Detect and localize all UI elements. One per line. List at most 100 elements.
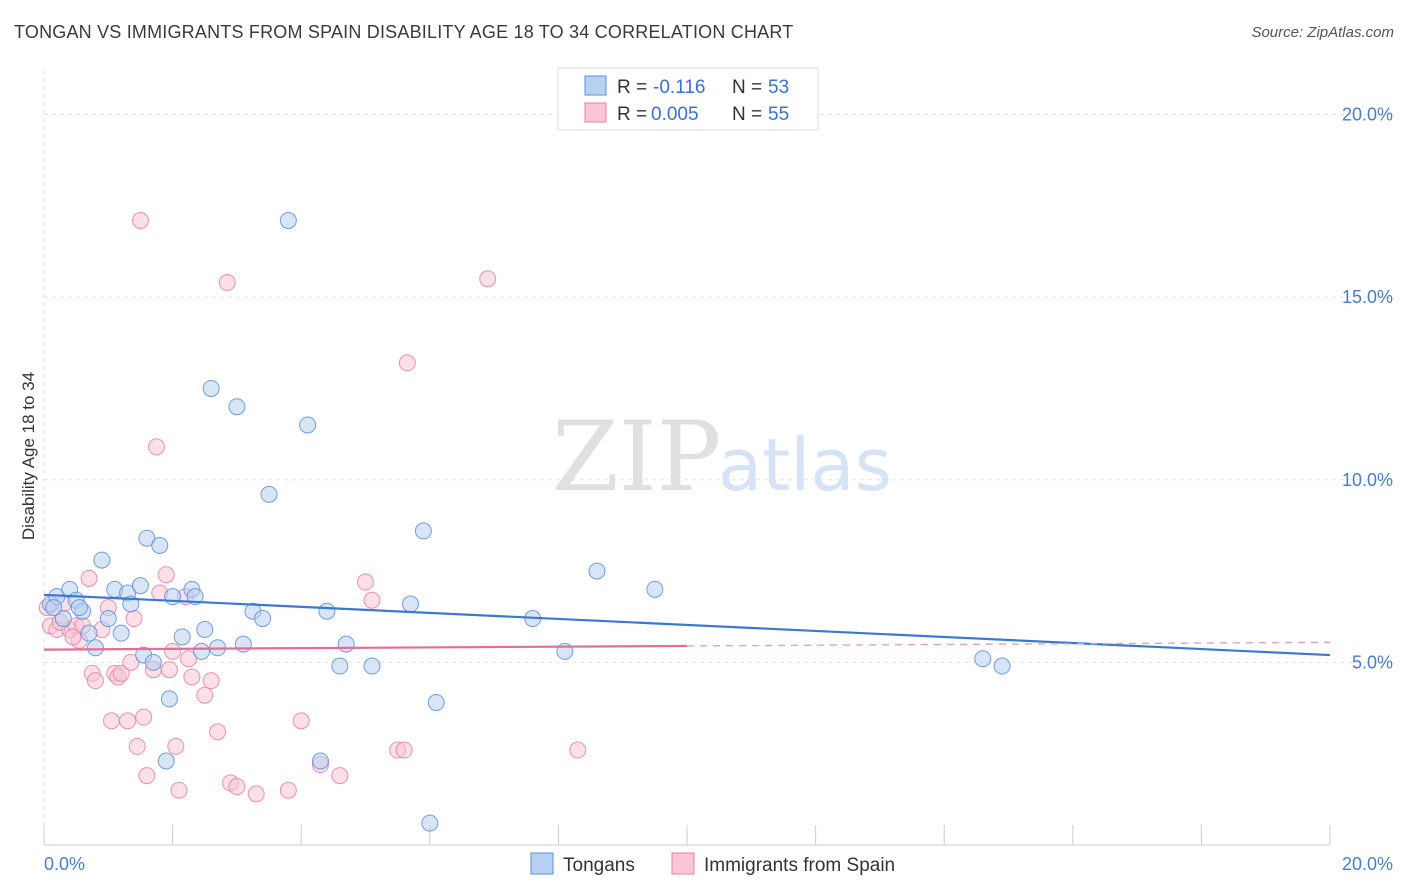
- tongan-point-51: [45, 599, 63, 617]
- chart-source: Source: ZipAtlas.com: [1251, 24, 1394, 41]
- tongan-point-24: [193, 642, 211, 660]
- spain-point-33: [183, 668, 201, 686]
- tongan-point-6: [80, 624, 98, 642]
- spain-point-35: [202, 672, 220, 690]
- tongan-point-35: [311, 752, 329, 770]
- tongan-point-41: [414, 522, 432, 540]
- y-tick-label-0: 5.0%: [1352, 652, 1393, 672]
- spain-point-18: [122, 653, 140, 671]
- spain-point-30: [170, 781, 188, 799]
- tongan-point-38: [337, 635, 355, 653]
- tongan-point-34: [299, 416, 317, 434]
- tongan-point-31: [254, 610, 272, 628]
- y-axis-label: Disability Age 18 to 34: [19, 372, 38, 540]
- stats-legend-row-tongans: R = -0.116 N = 53: [584, 75, 789, 98]
- legend-r-value: 0.005: [651, 104, 699, 125]
- tongan-point-25: [196, 621, 214, 639]
- tongan-point-17: [144, 653, 162, 671]
- spain-point-46: [363, 591, 381, 609]
- spain-point-34: [196, 686, 214, 704]
- legend-r-value: -0.116: [653, 77, 705, 98]
- spain-point-26: [157, 566, 175, 584]
- watermark-zip: ZIP: [552, 401, 721, 513]
- tongan-point-36: [318, 602, 336, 620]
- bottom-legend-swatch-tongans: [530, 852, 554, 875]
- bottom-legend-label-spain: Immigrants from Spain: [704, 855, 895, 876]
- gridlines: [43, 70, 1392, 845]
- spain-point-27: [160, 661, 178, 679]
- legend-r-label: R =: [617, 104, 647, 125]
- spain-point-37: [218, 274, 236, 292]
- spain-point-48: [395, 741, 413, 759]
- spain-point-50: [479, 270, 497, 288]
- stats-legend-row-spain: R = 0.005 N = 55: [584, 102, 789, 125]
- tongan-point-26: [202, 379, 220, 397]
- spain-point-52: [131, 211, 149, 229]
- spain-point-45: [357, 573, 374, 591]
- tongan-point-2: [54, 610, 72, 628]
- trend-lines: [43, 593, 1331, 657]
- legend-r-label: R =: [617, 77, 647, 98]
- spain-point-40: [247, 785, 265, 803]
- tongan-point-16: [138, 529, 156, 547]
- tongan-point-19: [160, 690, 178, 708]
- legend-swatch-spain: [584, 102, 607, 123]
- spain-point-39: [228, 778, 246, 796]
- legend-n-value: 55: [768, 104, 789, 125]
- tongan-point-40: [402, 595, 420, 613]
- tongan-point-20: [164, 588, 182, 606]
- spain-point-41: [279, 781, 297, 799]
- x-tick-label-0: 0.0%: [44, 854, 85, 874]
- spain-point-24: [148, 438, 166, 456]
- spain-point-36: [209, 723, 227, 741]
- spain-point-22: [138, 767, 156, 785]
- bottom-legend-label-tongans: Tongans: [563, 855, 635, 876]
- tongan-point-46: [588, 562, 606, 580]
- tongan-point-50: [157, 752, 175, 770]
- tongan-point-42: [427, 694, 445, 712]
- tongan-point-49: [993, 657, 1011, 675]
- stats-legend: R = -0.116 N = 53 R = 0.005 N = 55: [557, 67, 819, 131]
- legend-swatch-tongans: [584, 75, 607, 96]
- tongan-point-14: [131, 577, 149, 595]
- tongan-point-11: [112, 624, 130, 642]
- bottom-legend-swatch-spain: [671, 852, 695, 875]
- tongan-point-7: [86, 639, 104, 657]
- y-tick-label-1: 10.0%: [1342, 470, 1393, 490]
- spain-point-32: [180, 650, 198, 668]
- spain-point-13: [103, 712, 121, 730]
- legend-n-label: N =: [732, 104, 762, 125]
- spain-point-21: [135, 708, 153, 726]
- tongan-point-21: [173, 628, 191, 646]
- tongans-points: [38, 211, 587, 803]
- spain-point-44: [331, 767, 349, 785]
- tongan-point-29: [234, 635, 252, 653]
- tongans-points-blue: [41, 211, 1011, 832]
- trend-line-spain-dashed: [686, 641, 1331, 647]
- tongan-point-32: [260, 485, 278, 503]
- legend-n-label: N =: [732, 77, 762, 98]
- legend-n-value: 53: [768, 77, 789, 98]
- x-axis-tick-labels: 0.0% 20.0%: [44, 854, 1393, 874]
- tongan-point-37: [331, 657, 349, 675]
- y-axis-tick-labels: 5.0% 10.0% 15.0% 20.0%: [1342, 105, 1393, 673]
- spain-point-10: [86, 672, 104, 690]
- spain-point-8: [80, 569, 98, 587]
- spain-point-49: [398, 354, 416, 372]
- tongan-point-48: [974, 650, 992, 668]
- spain-point-42: [292, 712, 310, 730]
- watermark-atlas: atlas: [718, 423, 892, 507]
- x-tick-label-1: 20.0%: [1342, 854, 1393, 874]
- x-axis-ticks: [43, 825, 1331, 845]
- spain-point-29: [167, 737, 185, 755]
- bottom-legend: Tongans Immigrants from Spain: [530, 852, 895, 876]
- tongan-point-28: [228, 398, 246, 416]
- chart-title: TONGAN VS IMMIGRANTS FROM SPAIN DISABILI…: [14, 22, 794, 42]
- tongan-point-8: [93, 551, 111, 569]
- tongan-point-33: [279, 211, 297, 229]
- tongan-point-52: [70, 599, 88, 617]
- spain-point-28: [164, 642, 182, 660]
- watermark: ZIP atlas: [552, 401, 892, 513]
- spain-point-51: [569, 741, 587, 759]
- tongan-point-47: [646, 580, 664, 598]
